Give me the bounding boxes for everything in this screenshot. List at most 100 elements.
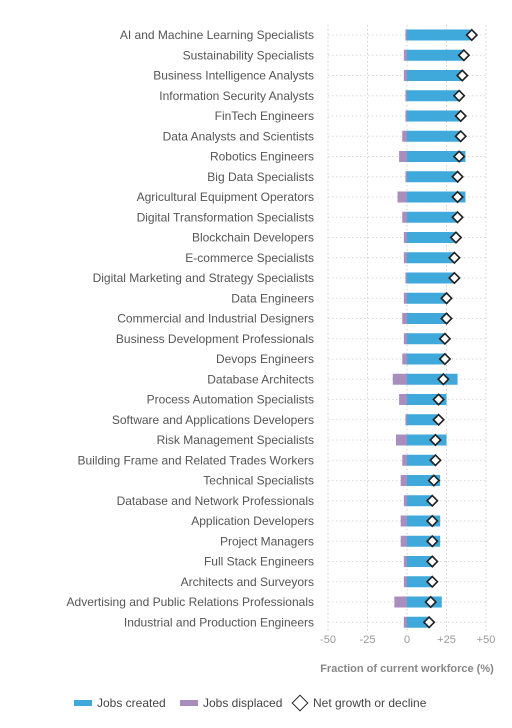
category-labels: AI and Machine Learning Specialists Susta… xyxy=(67,28,314,629)
jobs-displaced-bar xyxy=(403,70,407,81)
jobs-created-bar xyxy=(407,616,430,628)
net-growth-marker xyxy=(425,555,439,568)
jobs-displaced-bar xyxy=(403,616,407,628)
jobs-displaced-bar xyxy=(400,535,407,547)
legend-label-net-growth: Net growth or decline xyxy=(313,696,427,710)
category-label: Technical Specialists xyxy=(203,474,314,488)
legend-label-jobs-displaced: Jobs displaced xyxy=(203,696,283,710)
legend: Jobs created Jobs displaced Net growth o… xyxy=(0,694,512,718)
jobs-created-bar xyxy=(407,414,438,426)
jobs-created-bar xyxy=(407,70,463,81)
jobs-displaced-bar xyxy=(400,475,407,486)
jobs-displaced-bar xyxy=(403,333,407,345)
jobs-created-bar xyxy=(407,333,445,345)
jobs-created-bar xyxy=(407,495,433,507)
net-growth-marker xyxy=(424,595,438,609)
jobs-created-bar xyxy=(407,373,458,385)
net-growth-marker xyxy=(465,28,479,42)
jobs-displaced-bar xyxy=(403,49,407,61)
net-growth-marker xyxy=(425,494,439,508)
net-growth-marker xyxy=(451,190,464,204)
category-label: Big Data Specialists xyxy=(207,170,314,184)
jobs-displaced-bar xyxy=(397,191,407,203)
jobs-displaced-bar xyxy=(403,292,407,304)
net-growth-marker xyxy=(457,48,471,62)
jobs-displaced-bar xyxy=(395,434,407,446)
net-growth-marker xyxy=(455,69,469,82)
net-growth-marker xyxy=(425,575,439,589)
jobs-displaced-bar xyxy=(399,394,407,405)
net-growth-marker xyxy=(427,474,441,487)
net-growth-marker xyxy=(429,453,442,467)
net-growth-marker xyxy=(448,251,461,265)
jobs-displaced-bar xyxy=(405,171,407,183)
category-label: Process Automation Specialists xyxy=(147,393,314,407)
jobs-created-swatch xyxy=(74,700,92,706)
category-label: Digital Transformation Specialists xyxy=(137,210,314,224)
net-growth-marker xyxy=(432,413,445,427)
category-label: Commercial and Industrial Designers xyxy=(117,312,314,326)
jobs-displaced-bar xyxy=(402,353,407,365)
x-tick-label: -50 xyxy=(320,634,336,646)
category-label: Data Analysts and Scientists xyxy=(163,129,314,143)
category-label: Database Architects xyxy=(207,372,314,386)
jobs-displaced-bar xyxy=(405,110,407,122)
jobs-displaced-bar xyxy=(399,151,407,162)
net-growth-marker xyxy=(451,170,464,184)
net-growth-marker xyxy=(437,372,450,386)
jobs-created-bar xyxy=(407,232,458,243)
net-growth-marker xyxy=(432,393,445,406)
jobs-displaced-bar xyxy=(402,130,407,142)
category-label: Blockchain Developers xyxy=(192,231,314,245)
x-tick-label: +25 xyxy=(437,634,456,646)
net-growth-marker xyxy=(451,210,464,224)
category-label: Devops Engineers xyxy=(216,352,314,366)
jobs-created-bar xyxy=(407,171,460,183)
category-label: Architects and Surveyors xyxy=(181,575,314,589)
jobs-created-bar xyxy=(407,130,461,142)
jobs-created-bar xyxy=(407,29,471,41)
jobs-created-bar xyxy=(407,576,433,588)
legend-label-jobs-created: Jobs created xyxy=(97,696,166,710)
x-tick-label: +50 xyxy=(477,634,496,646)
net-growth-marker xyxy=(422,615,436,629)
category-label: Business Development Professionals xyxy=(116,332,314,346)
x-tick-labels: -50 -25 0 +25 +50 xyxy=(320,634,495,646)
jobs-displaced-bar xyxy=(403,232,407,243)
jobs-displaced-bar xyxy=(403,556,407,567)
jobs-created-bar xyxy=(407,434,447,446)
category-label: AI and Machine Learning Specialists xyxy=(120,28,314,42)
x-axis-title: Fraction of current workforce (%) xyxy=(320,663,494,675)
jobs-displaced-bar xyxy=(403,252,407,264)
jobs-displaced-bar xyxy=(402,454,407,466)
jobs-created-bar xyxy=(407,454,434,466)
category-label: Sustainability Specialists xyxy=(183,48,314,62)
net-growth-marker xyxy=(452,89,466,103)
x-tick-label: 0 xyxy=(404,634,410,646)
category-label: Industrial and Production Engineers xyxy=(124,615,314,629)
jobs-displaced-bar xyxy=(403,576,407,588)
category-label: FinTech Engineers xyxy=(215,109,314,123)
net-growth-markers xyxy=(422,28,479,629)
category-label: Software and Applications Developers xyxy=(112,413,314,427)
category-label: Database and Network Professionals xyxy=(117,494,314,508)
category-label: Project Managers xyxy=(220,534,314,548)
category-label: Data Engineers xyxy=(231,291,314,305)
category-label: Agricultural Equipment Operators xyxy=(137,190,314,204)
jobs-displaced-bar xyxy=(402,211,407,223)
jobs-displaced-bar xyxy=(405,29,407,41)
jobs-displaced-bar xyxy=(405,272,407,284)
net-growth-marker xyxy=(440,291,453,305)
net-growth-marker xyxy=(449,231,463,244)
net-growth-marker xyxy=(454,109,468,123)
category-label: Building Frame and Related Trades Worker… xyxy=(77,453,314,467)
category-label: Digital Marketing and Strategy Specialis… xyxy=(93,271,314,285)
jobs-created-bar xyxy=(407,151,466,162)
legend-item-net-growth: Net growth or decline xyxy=(291,694,427,712)
net-growth-marker xyxy=(438,332,452,346)
legend-item-jobs-displaced: Jobs displaced xyxy=(180,696,282,710)
category-label: Application Developers xyxy=(191,514,314,528)
jobs-displaced-bar xyxy=(402,313,407,324)
net-growth-marker xyxy=(440,312,453,325)
